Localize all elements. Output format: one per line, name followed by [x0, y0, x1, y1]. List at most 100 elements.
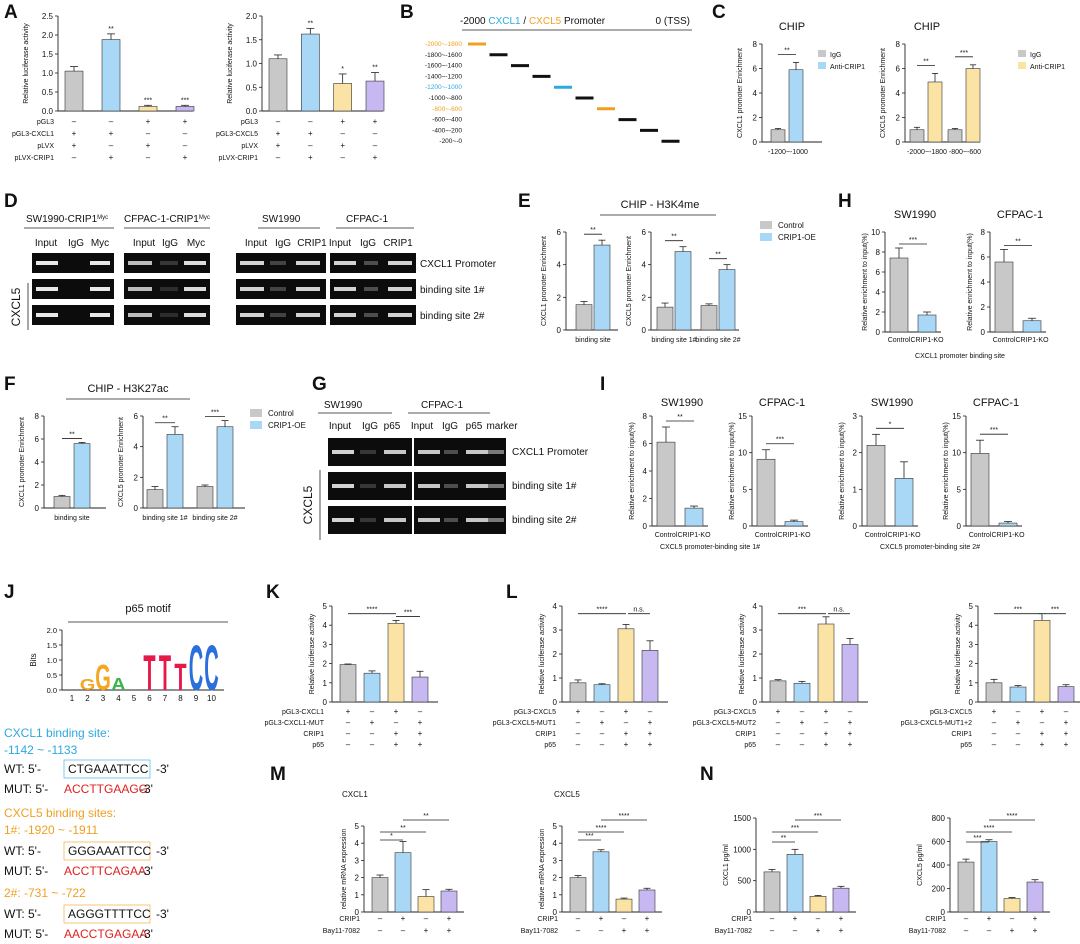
- condition-sign: –: [816, 914, 821, 923]
- y-tick-label: 0: [553, 698, 558, 707]
- seq-suffix: -3': [156, 907, 169, 921]
- title-part: CXCL5: [529, 16, 562, 27]
- condition-sign: –: [848, 707, 853, 716]
- y-axis-label: CXCL1 promoter Enrichment: [737, 48, 744, 138]
- condition-sign: –: [308, 141, 313, 150]
- y-tick-label: 3: [753, 626, 758, 635]
- mut-sequence: ACCTTCAGAA: [64, 864, 146, 878]
- condition-sign: –: [800, 707, 805, 716]
- y-tick-label: 600: [932, 838, 946, 847]
- chart-title: CHIP: [779, 21, 805, 33]
- significance-label: ***: [814, 813, 822, 820]
- condition-label: Bay11-7082: [715, 928, 752, 935]
- lane-label: Input: [133, 238, 155, 249]
- y-tick-label: 4: [969, 621, 974, 630]
- condition-sign: +: [648, 740, 653, 749]
- gel-band: [388, 313, 412, 317]
- lane-label: p65: [384, 421, 401, 432]
- bar-A1-1: [64, 70, 84, 112]
- condition-sign: +: [346, 707, 351, 716]
- panel-title: CHIP - H3K4me: [621, 199, 700, 211]
- bar-CRIP1-KO: [1022, 320, 1042, 333]
- legend-swatch: [818, 50, 826, 57]
- gel-band: [384, 484, 406, 488]
- legend-swatch: [250, 421, 262, 429]
- condition-sign: +: [183, 153, 188, 162]
- condition-sign: +: [816, 926, 821, 935]
- gel-header: CFPAC-1: [421, 400, 463, 411]
- seq-suffix: -3': [140, 927, 153, 941]
- condition-sign: +: [624, 707, 629, 716]
- y-tick-label: 0: [753, 138, 758, 147]
- y-axis-label: Relative luciferase activity: [739, 613, 746, 694]
- bar-L-1: [769, 680, 787, 703]
- gel-band: [360, 450, 376, 454]
- side-label: CXCL5: [301, 485, 315, 524]
- bar-control: [575, 304, 593, 331]
- gel-band: [270, 261, 286, 265]
- lane-label: IgG: [362, 421, 378, 432]
- position-label: 10: [207, 694, 216, 703]
- row-label: binding site 1#: [512, 481, 577, 492]
- y-axis-label: Relative enrichment to input(%): [943, 422, 950, 520]
- bar-L-3: [1033, 620, 1051, 703]
- site-title: CXCL1 binding site:: [4, 726, 110, 740]
- y-tick-label: 200: [932, 885, 946, 894]
- superscript: Myc: [199, 215, 210, 221]
- y-axis-label: Relative enrichment to input(%): [862, 233, 869, 331]
- condition-sign: +: [624, 740, 629, 749]
- gel-band: [90, 313, 110, 317]
- segment-label: -1400~-1200: [425, 73, 462, 80]
- gel-D-left: [32, 279, 114, 299]
- condition-label: CRIP1: [537, 916, 558, 923]
- legend-label: Control: [268, 409, 294, 418]
- y-tick-label: 400: [932, 861, 946, 870]
- panel-label: K: [266, 582, 280, 603]
- category-label: binding site 1#: [142, 515, 187, 522]
- y-tick-label: 2: [876, 308, 881, 317]
- condition-sign: +: [1040, 740, 1045, 749]
- gel-band: [384, 450, 406, 454]
- y-tick-label: 4: [642, 261, 647, 270]
- bar-CRIP1-KO: [784, 521, 804, 527]
- y-tick-label: 2.0: [42, 31, 54, 40]
- condition-sign: –: [770, 914, 775, 923]
- significance-label: ***: [909, 237, 917, 244]
- panel-label: L: [506, 582, 518, 603]
- position-label: 3: [101, 694, 106, 703]
- y-tick-label: 2: [896, 114, 901, 123]
- condition-sign: +: [72, 141, 77, 150]
- condition-sign: +: [276, 129, 281, 138]
- y-tick-label: 0: [35, 504, 40, 513]
- y-tick-label: 10: [738, 449, 747, 458]
- condition-label: pLVX: [37, 143, 54, 150]
- lane-label: IgG: [162, 238, 178, 249]
- gel-D-mid: [124, 305, 210, 325]
- condition-sign: –: [1064, 707, 1069, 716]
- condition-sign: +: [793, 914, 798, 923]
- condition-sign: –: [600, 729, 605, 738]
- condition-sign: –: [72, 153, 77, 162]
- panel-label: H: [838, 191, 852, 212]
- bar-A2-3: [333, 83, 352, 112]
- logo-letter: T: [159, 647, 171, 702]
- bar-L-4: [1057, 686, 1075, 703]
- bar-Control: [889, 257, 909, 333]
- y-axis-label: Relative luciferase activity: [539, 613, 546, 694]
- category-label: Control: [888, 337, 911, 344]
- condition-sign: +: [824, 740, 829, 749]
- y-tick-label: 2: [853, 449, 858, 458]
- condition-sign: –: [109, 141, 114, 150]
- segment-label: -1800~-1600: [425, 52, 462, 59]
- mut-sequence: AACCTGAGAA: [64, 927, 147, 941]
- significance-label: ***: [990, 427, 998, 434]
- y-tick-label: 3: [323, 640, 328, 649]
- condition-sign: –: [770, 926, 775, 935]
- bar-N-3: [1003, 898, 1021, 913]
- gel-band: [36, 313, 58, 317]
- bar-M-3: [417, 896, 435, 913]
- panel-label: N: [700, 764, 714, 785]
- category-label: -800~-600: [949, 149, 981, 156]
- gel-band: [270, 287, 286, 291]
- condition-sign: +: [987, 914, 992, 923]
